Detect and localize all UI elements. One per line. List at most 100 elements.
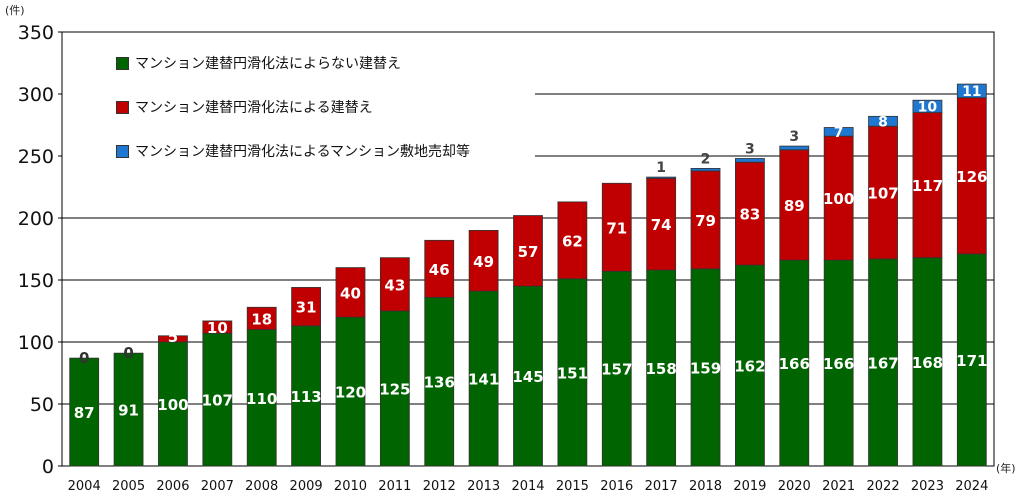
data-label-2018-series2: 2 <box>701 151 711 167</box>
bar-2016-series1 <box>601 182 632 272</box>
bar-2020-series0 <box>779 259 810 467</box>
data-label-2017-series2: 1 <box>656 160 666 176</box>
data-label-2004-series0: 87 <box>74 404 95 422</box>
y-tick-label-100: 100 <box>18 332 54 354</box>
bar-2004-series0 <box>69 357 100 467</box>
bar-2023-series1 <box>912 112 943 259</box>
data-label-2013-series0: 141 <box>468 371 499 389</box>
legend: マンション建替円滑化法によらない建替え マンション建替円滑化法による建替え マン… <box>116 52 470 184</box>
bar-2022-series0 <box>868 258 898 467</box>
bar-2021-series2 <box>823 127 854 137</box>
data-label-2010-series0: 120 <box>335 384 366 402</box>
x-tick-label-2013: 2013 <box>467 479 500 494</box>
bar-2023-series0 <box>912 257 943 467</box>
data-label-2016-series0: 157 <box>601 361 632 379</box>
y-tick-label-300: 300 <box>18 84 54 106</box>
legend-swatch-law <box>116 100 129 114</box>
data-label-2019-series0: 162 <box>734 358 765 376</box>
bar-2012-series1 <box>424 239 455 298</box>
x-tick-label-2007: 2007 <box>201 479 234 494</box>
x-tick-label-2011: 2011 <box>378 479 411 494</box>
data-label-2020-series1: 89 <box>784 197 805 215</box>
bar-2010-series0 <box>335 316 366 467</box>
data-label-2009-series0: 113 <box>290 388 321 406</box>
x-tick-label-2006: 2006 <box>156 479 189 494</box>
data-label-2024-series1: 126 <box>956 168 987 186</box>
y-tick-label-150: 150 <box>18 270 54 292</box>
bar-2019-series2 <box>735 158 765 163</box>
bar-2022-series1 <box>868 125 898 260</box>
bar-2018-series0 <box>690 268 721 467</box>
x-tick-label-2024: 2024 <box>955 479 988 494</box>
legend-swatch-site-sale <box>116 144 129 158</box>
bar-2019-series1 <box>735 161 765 266</box>
y-tick-label-350: 350 <box>18 22 54 44</box>
data-label-2015-series0: 151 <box>557 364 588 382</box>
x-tick-label-2015: 2015 <box>556 479 589 494</box>
data-label-2015-series1: 62 <box>562 232 583 250</box>
legend-item-law: マンション建替円滑化法による建替え <box>116 96 470 118</box>
bar-2012-series0 <box>424 296 455 467</box>
legend-label-non-law: マンション建替円滑化法によらない建替え <box>135 56 401 72</box>
data-label-2005-series0: 91 <box>118 402 139 420</box>
x-tick-label-2021: 2021 <box>822 479 855 494</box>
data-label-2008-series1: 18 <box>251 310 272 328</box>
data-label-2007-series0: 107 <box>202 392 233 410</box>
data-label-2006-series0: 100 <box>157 396 188 414</box>
x-tick-label-2018: 2018 <box>689 479 722 494</box>
data-label-2022-series0: 167 <box>867 354 898 372</box>
bar-2014-series0 <box>513 285 543 467</box>
data-label-2022-series2: 8 <box>878 114 888 130</box>
bar-2015-series0 <box>557 278 588 467</box>
data-label-2023-series0: 168 <box>912 354 943 372</box>
x-tick-label-2010: 2010 <box>334 479 367 494</box>
bar-2022-series2 <box>868 115 898 127</box>
x-tick-label-2004: 2004 <box>68 479 101 494</box>
bar-2018-series2 <box>690 167 721 172</box>
bar-2015-series1 <box>557 201 588 280</box>
x-tick-label-2012: 2012 <box>423 479 456 494</box>
data-label-2005-series1: 0 <box>123 344 133 362</box>
y-unit-label: (件) <box>5 4 25 17</box>
bar-2008-series1 <box>246 306 277 330</box>
bar-2020-series2 <box>779 145 810 151</box>
data-label-2014-series1: 57 <box>518 243 539 261</box>
bar-2023-series2 <box>912 99 943 113</box>
bar-2007-series1 <box>202 320 233 334</box>
y-tick-label-0: 0 <box>42 456 54 478</box>
bar-2020-series1 <box>779 149 810 261</box>
data-label-2017-series0: 158 <box>645 360 676 378</box>
data-label-2012-series0: 136 <box>424 374 455 392</box>
data-label-2023-series2: 10 <box>918 99 938 115</box>
data-label-2018-series1: 79 <box>695 212 716 230</box>
bar-2011-series1 <box>379 257 410 312</box>
x-tick-label-2005: 2005 <box>112 479 145 494</box>
bar-2007-series0 <box>202 332 233 467</box>
x-tick-label-2014: 2014 <box>511 479 544 494</box>
bar-2016-series0 <box>601 270 632 467</box>
y-tick-label-50: 50 <box>30 394 54 416</box>
x-unit-label: (年) <box>996 462 1016 475</box>
bar-2021-series0 <box>823 259 854 467</box>
data-label-2023-series1: 117 <box>912 177 943 195</box>
data-label-2014-series0: 145 <box>512 368 543 386</box>
data-label-2021-series1: 100 <box>823 190 854 208</box>
bar-2010-series1 <box>335 267 366 318</box>
bar-2009-series0 <box>291 325 321 467</box>
bar-2024-series1 <box>956 97 987 255</box>
data-label-2010-series1: 40 <box>340 284 361 302</box>
y-tick-label-200: 200 <box>18 208 54 230</box>
bar-2017-series1 <box>646 177 677 271</box>
bar-2008-series0 <box>246 329 277 467</box>
bar-2009-series1 <box>291 287 321 327</box>
x-tick-label-2019: 2019 <box>733 479 766 494</box>
bar-2006-series0 <box>158 341 188 467</box>
bar-2017-series2 <box>646 176 677 179</box>
data-label-2013-series1: 49 <box>473 253 494 271</box>
legend-label-site-sale: マンション建替円滑化法によるマンション敷地売却等 <box>135 144 471 160</box>
x-tick-label-2022: 2022 <box>867 479 900 494</box>
data-label-2016-series1: 71 <box>606 219 627 237</box>
legend-item-non-law: マンション建替円滑化法によらない建替え <box>116 52 470 74</box>
data-label-2024-series0: 171 <box>956 352 987 370</box>
